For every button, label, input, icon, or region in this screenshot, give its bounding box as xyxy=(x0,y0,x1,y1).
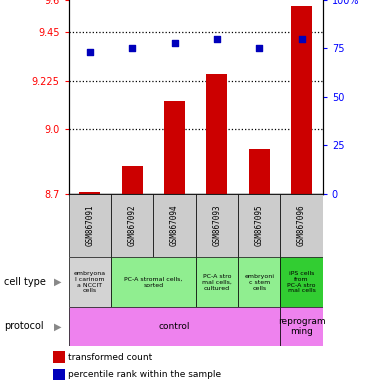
Text: ▶: ▶ xyxy=(54,321,61,331)
Bar xyxy=(69,257,111,307)
Point xyxy=(214,36,220,42)
Point xyxy=(87,49,93,55)
Text: GSM867096: GSM867096 xyxy=(297,205,306,247)
Text: GSM867092: GSM867092 xyxy=(128,205,137,247)
Text: percentile rank within the sample: percentile rank within the sample xyxy=(68,370,221,379)
Bar xyxy=(79,192,101,194)
Point xyxy=(171,40,177,46)
Text: iPS cells
from
PC-A stro
mal cells: iPS cells from PC-A stro mal cells xyxy=(288,271,316,293)
Bar xyxy=(196,194,238,257)
Text: reprogram
ming: reprogram ming xyxy=(278,317,325,336)
Bar xyxy=(238,257,280,307)
Bar xyxy=(53,369,65,380)
Text: GSM867091: GSM867091 xyxy=(85,205,94,247)
Bar xyxy=(196,257,238,307)
Text: protocol: protocol xyxy=(4,321,43,331)
Point xyxy=(256,45,262,51)
Bar xyxy=(238,194,280,257)
Text: cell type: cell type xyxy=(4,277,46,287)
Point xyxy=(299,36,305,42)
Text: embryoni
c stem
cells: embryoni c stem cells xyxy=(244,274,274,291)
Bar xyxy=(153,194,196,257)
Bar xyxy=(249,149,270,194)
Bar xyxy=(280,257,323,307)
Text: GSM867094: GSM867094 xyxy=(170,205,179,247)
Bar xyxy=(111,257,196,307)
Text: transformed count: transformed count xyxy=(68,353,152,362)
Bar xyxy=(280,194,323,257)
Text: GSM867093: GSM867093 xyxy=(212,205,221,247)
Text: ▶: ▶ xyxy=(54,277,61,287)
Bar xyxy=(206,74,227,194)
Text: GSM867095: GSM867095 xyxy=(255,205,264,247)
Bar xyxy=(122,166,143,194)
Text: embryona
l carinom
a NCCIT
cells: embryona l carinom a NCCIT cells xyxy=(74,271,106,293)
Point xyxy=(129,45,135,51)
Bar xyxy=(280,307,323,346)
Bar xyxy=(69,194,111,257)
Text: PC-A stro
mal cells,
cultured: PC-A stro mal cells, cultured xyxy=(202,274,232,291)
Bar xyxy=(164,101,185,194)
Bar xyxy=(53,351,65,363)
Text: control: control xyxy=(159,322,190,331)
Bar xyxy=(291,7,312,194)
Bar xyxy=(111,194,153,257)
Bar xyxy=(69,307,280,346)
Text: PC-A stromal cells,
sorted: PC-A stromal cells, sorted xyxy=(124,277,183,288)
